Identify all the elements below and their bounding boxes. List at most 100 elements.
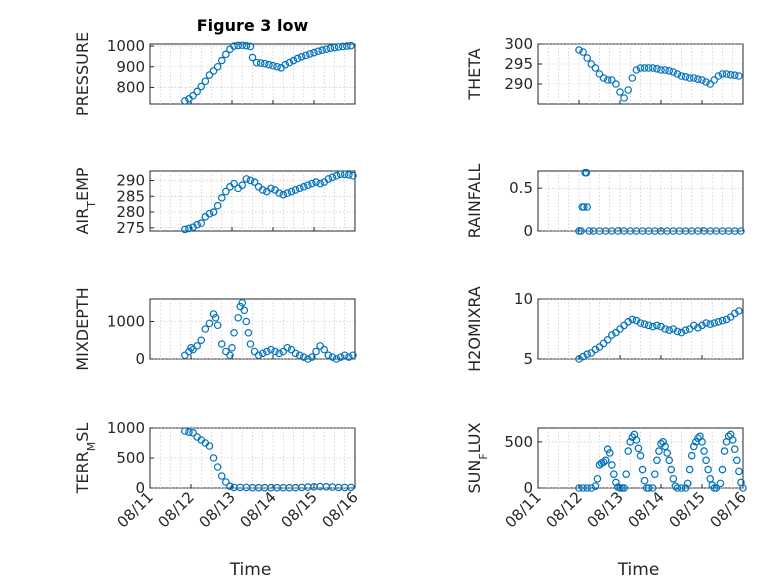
data-point bbox=[258, 186, 267, 194]
data-point bbox=[612, 80, 620, 88]
data-point bbox=[706, 320, 715, 329]
subplot-theta: 290 295 300 THETA bbox=[465, 35, 744, 105]
data-point bbox=[242, 41, 251, 50]
data-point bbox=[279, 347, 288, 356]
data-point bbox=[209, 208, 218, 216]
y-tick-label: 5 bbox=[523, 350, 533, 368]
data-point bbox=[601, 456, 610, 465]
data-point bbox=[624, 86, 633, 94]
data-point bbox=[213, 321, 222, 330]
data-point bbox=[685, 465, 694, 474]
data-point bbox=[211, 313, 220, 322]
subplot-sun_flux: 0500SUNFLUX08/1108/1208/1308/1408/1508/1… bbox=[465, 422, 750, 580]
data-point bbox=[599, 74, 608, 82]
data-point bbox=[324, 175, 333, 183]
data-point bbox=[226, 351, 234, 360]
data-point bbox=[236, 302, 245, 311]
data-point bbox=[681, 484, 690, 492]
data-point bbox=[685, 74, 694, 82]
data-point bbox=[640, 476, 649, 485]
data-point bbox=[330, 43, 339, 52]
data-point bbox=[336, 353, 345, 361]
data-point bbox=[197, 82, 206, 91]
data-point bbox=[291, 186, 300, 194]
data-point bbox=[213, 463, 222, 471]
data-point bbox=[273, 62, 281, 71]
data-point bbox=[256, 59, 265, 67]
x-axis-label: Time bbox=[617, 560, 660, 580]
data-point bbox=[739, 484, 747, 492]
data-point bbox=[299, 353, 308, 361]
data-point bbox=[653, 65, 661, 73]
data-point bbox=[706, 80, 715, 88]
data-point bbox=[332, 355, 341, 363]
data-point bbox=[730, 309, 739, 318]
x-tick-label: 08/15 bbox=[666, 488, 709, 531]
data-point bbox=[575, 46, 583, 54]
y-tick-label: 0.5 bbox=[509, 179, 533, 197]
y-axis-label: RAINFALL bbox=[465, 164, 484, 239]
data-point bbox=[336, 170, 345, 178]
data-point bbox=[285, 58, 294, 67]
y-tick-label: 900 bbox=[116, 58, 145, 76]
data-point bbox=[283, 343, 292, 352]
data-point bbox=[638, 465, 647, 474]
data-point bbox=[349, 351, 357, 360]
data-point bbox=[263, 347, 271, 356]
data-point bbox=[698, 321, 706, 330]
data-point bbox=[316, 342, 324, 350]
data-point bbox=[230, 328, 238, 337]
data-point bbox=[722, 70, 731, 78]
data-point bbox=[735, 72, 743, 80]
y-tick-label: 1000 bbox=[107, 37, 145, 55]
axes-frame bbox=[537, 427, 744, 489]
y-tick-label: 295 bbox=[504, 55, 533, 73]
data-point bbox=[591, 64, 600, 72]
data-point bbox=[730, 71, 739, 80]
data-point bbox=[618, 484, 626, 492]
data-point bbox=[304, 355, 312, 363]
data-point bbox=[240, 306, 249, 315]
data-point bbox=[689, 321, 698, 330]
data-point bbox=[222, 50, 230, 59]
data-point bbox=[714, 317, 723, 326]
data-point bbox=[275, 349, 283, 358]
data-point bbox=[312, 347, 320, 356]
y-tick-label: 285 bbox=[116, 187, 145, 205]
data-point bbox=[291, 349, 300, 358]
data-point bbox=[599, 458, 608, 466]
data-point bbox=[347, 41, 355, 50]
data-point bbox=[710, 76, 719, 84]
data-point bbox=[710, 484, 719, 492]
data-point bbox=[322, 45, 331, 53]
y-axis-label: PRESSURE bbox=[73, 32, 92, 116]
data-point bbox=[312, 178, 320, 186]
data-point bbox=[714, 72, 723, 80]
data-point bbox=[659, 438, 667, 446]
subplot-pressure: 800 900 1000 PRESSURE Figure 3 low bbox=[73, 16, 356, 116]
y-axis-label: AIRTEMP bbox=[73, 167, 98, 234]
data-point bbox=[222, 187, 230, 196]
data-point bbox=[349, 171, 357, 180]
y-tick-label: 290 bbox=[116, 171, 145, 189]
data-point bbox=[575, 484, 583, 492]
x-tick-label: 08/13 bbox=[196, 488, 239, 531]
data-point bbox=[628, 74, 637, 82]
x-tick-label: 08/12 bbox=[543, 488, 586, 531]
data-point bbox=[328, 353, 337, 361]
x-tick-label: 08/14 bbox=[625, 488, 668, 531]
data-point bbox=[587, 484, 596, 492]
data-point bbox=[665, 67, 674, 75]
data-point bbox=[209, 67, 218, 75]
data-point bbox=[201, 325, 210, 333]
data-point bbox=[209, 454, 218, 462]
data-point bbox=[326, 44, 335, 52]
data-point bbox=[620, 94, 628, 102]
data-point bbox=[334, 43, 343, 51]
data-point bbox=[669, 474, 678, 483]
data-point bbox=[193, 342, 201, 350]
data-point bbox=[306, 50, 314, 58]
data-point bbox=[201, 77, 210, 86]
data-point bbox=[648, 64, 657, 72]
data-point bbox=[624, 447, 633, 455]
